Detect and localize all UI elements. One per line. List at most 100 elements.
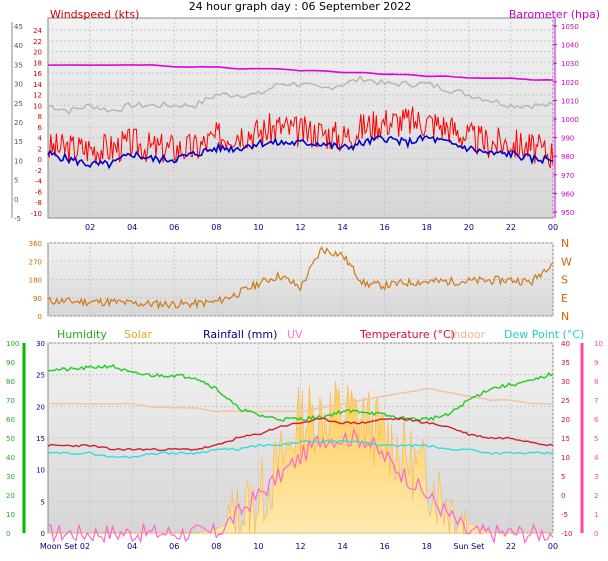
wind-tick-label: 22 [33,38,42,46]
wind-outer-tick-label: -5 [14,215,21,223]
compass-label: N [561,237,569,250]
humidity-legend: Humidity [57,328,107,341]
wind-outer-tick-label: 35 [14,61,23,69]
wind-tick-label: -4 [35,178,43,186]
direction-line [47,246,554,310]
wind-tick-label: 12 [33,92,42,100]
wind-max-line [47,75,554,115]
temperature-line [47,417,554,452]
wind-tick-label: 10 [33,102,42,110]
temp-tick-label: 40 [561,340,570,348]
weather-x-tick-label: 16 [380,542,390,551]
weather-x-tick-label: 00 [548,542,558,551]
weather-x-tick-label: 14 [337,542,347,551]
humidity-tick-label: 30 [6,473,15,481]
wind-tick-label: -8 [35,199,42,207]
wind-x-tick-label: 12 [295,223,305,232]
weather-legend: Humidity Solar Rainfall (mm) UV Temperat… [57,328,584,341]
direction-grid [48,242,554,317]
uv-tick-label: 6 [594,416,599,424]
wind-outer-tick-label: 25 [14,100,23,108]
dewpoint-line [47,439,554,459]
temp-tick-label: 0 [561,492,565,500]
humidity-tick-label: 90 [6,359,15,367]
rain-tick-label: 5 [41,498,45,506]
rain-tick-label: 0 [41,530,45,538]
temp-tick-label: 25 [561,397,570,405]
wind-x-tick-label: 10 [253,223,263,232]
humidity-tick-label: 20 [6,492,15,500]
wind-tick-label: 6 [38,124,43,132]
rain-tick-label: 30 [36,340,45,348]
temp-tick-label: 5 [561,473,565,481]
wind-tick-label: 16 [33,70,42,78]
pressure-tick-label: 960 [561,190,574,198]
wind-outer-tick-label: 40 [14,42,23,50]
wind-tick-label: 18 [33,59,42,67]
humidity-tick-label: 70 [6,397,15,405]
pressure-tick-label: 990 [561,135,574,143]
wind-outer-tick-label: 5 [14,177,18,185]
pressure-tick-label: 1040 [561,42,579,50]
weather-x-tick-label: 22 [506,542,516,551]
weather-x-tick-label: 10 [253,542,263,551]
pressure-tick-label: 970 [561,172,574,180]
uv-tick-label: 8 [594,378,598,386]
direction-tick-label: 90 [33,295,42,303]
weather-axes: 0510152025300102030405060708090100-10-50… [6,340,603,551]
direction-lines [47,246,554,310]
wind-tick-label: 24 [33,27,42,35]
uv-tick-label: 5 [594,435,598,443]
rain-tick-label: 15 [36,435,45,443]
direction-tick-label: 0 [38,313,42,321]
weather-x-tick-label: 04 [127,542,137,551]
rain-tick-label: 10 [36,467,45,475]
wind-tick-label: -6 [35,188,43,196]
compass-label: N [561,310,569,323]
wind-x-tick-label: 02 [85,223,95,232]
uv-tick-label: 0 [594,530,598,538]
weather-x-tick-label: 12 [295,542,305,551]
direction-tick-label: 270 [29,258,42,266]
pressure-tick-label: 980 [561,153,574,161]
weather-x-tick-label: 18 [422,542,432,551]
uv-tick-label: 10 [594,340,603,348]
wind-x-tick-label: 00 [548,223,558,232]
humidity-tick-label: 60 [6,416,15,424]
wind-tick-label: 14 [33,81,42,89]
pressure-tick-label: 1000 [561,116,579,124]
rain-tick-label: 25 [36,372,45,380]
wind-tick-label: 0 [38,156,42,164]
wind-axes: -10-8-6-4-2024681012141618202224-5051015… [11,18,579,232]
temp-tick-label: -5 [561,511,568,519]
uv-tick-label: 4 [594,454,599,462]
solar-legend: Solar [124,328,153,341]
compass-label: W [561,255,572,268]
weather-x-tick-label: Sun Set [453,542,484,551]
temperature-legend: Temperature (°C) [359,328,455,341]
humidity-tick-label: 40 [6,454,15,462]
temp-tick-label: -10 [561,530,572,538]
weather-lines [47,363,554,545]
direction-tick-label: 180 [29,277,42,285]
pressure-line [47,64,554,81]
wind-lines [47,64,554,170]
pressure-tick-label: 1050 [561,23,579,31]
dewpoint-legend: Dew Point (°C) [504,328,584,341]
rain-tick-label: 20 [36,403,45,411]
humidity-tick-label: 10 [6,511,15,519]
chart-title: 24 hour graph day : 06 September 2022 [189,0,412,13]
weather-x-tick-label: Moon Set 02 [40,542,90,551]
temp-tick-label: 20 [561,416,570,424]
uv-legend: UV [287,328,303,341]
humidity-tick-label: 100 [6,340,19,348]
wind-outer-tick-label: 15 [14,138,23,146]
wind-outer-tick-label: 20 [14,119,23,127]
uv-tick-label: 1 [594,511,598,519]
pressure-tick-label: 950 [561,209,574,217]
temp-tick-label: 10 [561,454,570,462]
wind-outer-tick-label: 10 [14,157,23,165]
wind-x-tick-label: 18 [422,223,432,232]
wind-outer-tick-label: 0 [14,196,18,204]
